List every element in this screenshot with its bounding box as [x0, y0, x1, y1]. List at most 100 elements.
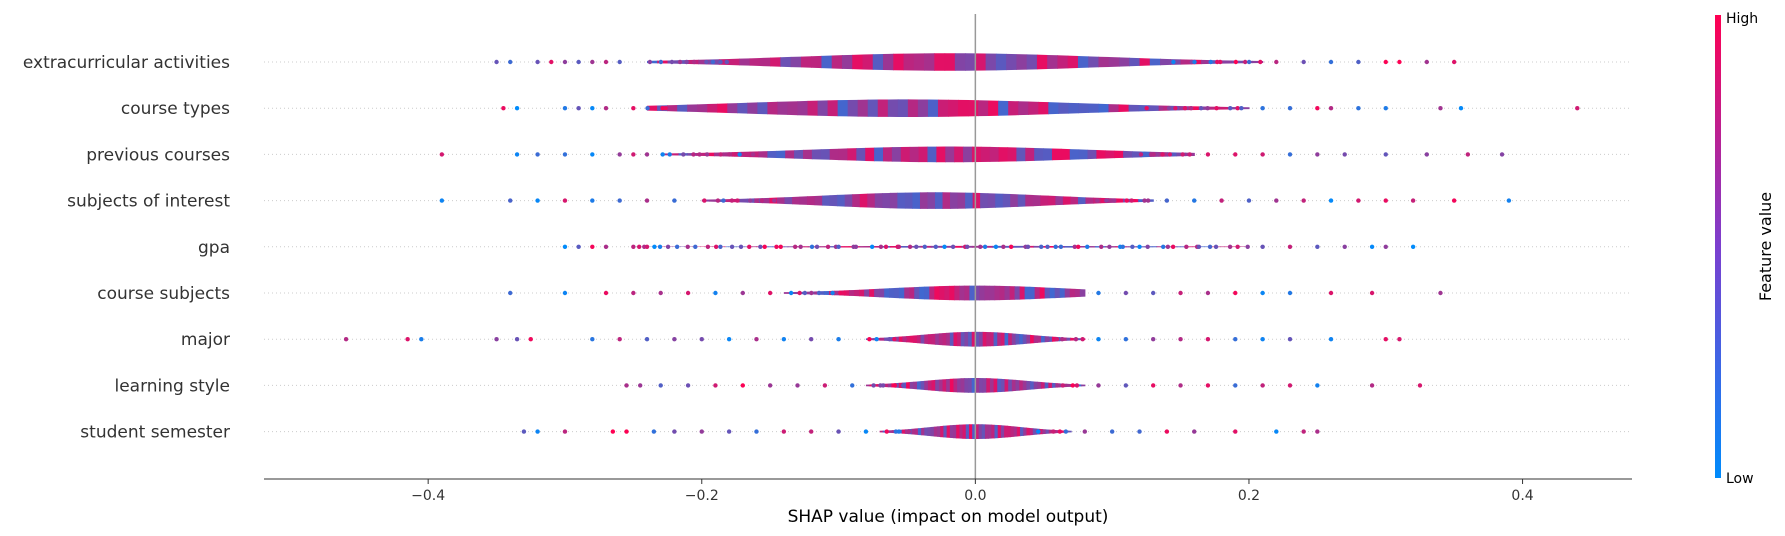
violin-segment: [1218, 106, 1230, 110]
data-point: [636, 244, 642, 249]
outlier-point: [638, 383, 643, 388]
outlier-point: [1451, 198, 1457, 203]
violin-segment: [1081, 384, 1086, 387]
violin-segment: [784, 196, 793, 205]
violin-segment: [994, 424, 999, 439]
data-point: [1144, 106, 1149, 111]
violin-segment: [1067, 430, 1072, 433]
violin-segment: [887, 99, 899, 117]
outlier-point: [419, 337, 424, 342]
violin-segment: [1039, 287, 1046, 299]
outlier-point: [1315, 244, 1320, 249]
data-point: [1242, 59, 1248, 65]
outlier-point: [1205, 290, 1211, 296]
violin-segment: [667, 104, 678, 112]
outlier-point: [685, 383, 691, 388]
outlier-point: [439, 152, 445, 157]
data-point: [657, 244, 663, 249]
violin-segment: [1037, 335, 1042, 343]
violin-segment: [968, 378, 973, 393]
data-point: [1205, 106, 1210, 111]
violin-segment: [993, 332, 998, 347]
violin-segment: [985, 53, 997, 71]
violin-segment: [1051, 382, 1057, 388]
violin-segment: [1019, 380, 1024, 391]
violin-segment: [997, 332, 1002, 346]
violin-segment: [854, 289, 860, 297]
violin-segment: [856, 147, 866, 161]
violin-segment: [777, 197, 786, 204]
violin-segment: [930, 426, 935, 437]
violin-segment: [1008, 100, 1019, 116]
data-point: [737, 152, 742, 157]
violin-segment: [971, 146, 982, 163]
violin-segment: [1078, 103, 1090, 114]
data-point: [809, 244, 815, 249]
violin-segment: [1033, 335, 1038, 344]
violin-segment: [877, 99, 889, 117]
violin-segment: [965, 192, 974, 209]
violin-segment: [758, 151, 769, 158]
data-point: [778, 244, 783, 249]
violin-segment: [849, 289, 855, 297]
violin-segment: [998, 147, 1009, 162]
violin-segment: [844, 194, 853, 207]
violin-segment: [893, 53, 905, 71]
outlier-point: [610, 429, 616, 434]
violin-segment: [783, 292, 790, 294]
data-point: [1080, 337, 1085, 342]
violin-segment: [1140, 151, 1151, 158]
data-point: [758, 244, 763, 249]
violin-segment: [986, 331, 991, 347]
outlier-point: [836, 429, 841, 434]
outlier-point: [590, 337, 595, 342]
data-point: [982, 244, 988, 249]
feature-label: course types: [121, 99, 230, 119]
violin-segment: [916, 381, 922, 390]
violin-segment: [739, 198, 748, 203]
data-point: [1184, 244, 1189, 249]
data-point: [1124, 198, 1129, 203]
violin-segment: [1007, 147, 1017, 162]
violin-segment: [761, 197, 771, 204]
outlier-point: [1123, 290, 1129, 296]
data-point: [691, 152, 696, 157]
violin-segment: [1049, 287, 1056, 299]
outlier-point: [1499, 152, 1505, 157]
violin-segment: [1064, 246, 1076, 248]
data-point: [892, 337, 897, 342]
violin-segment: [1030, 334, 1035, 344]
data-point: [718, 59, 723, 65]
violin-segment: [975, 331, 980, 347]
violin-segment: [1004, 332, 1009, 346]
data-point: [933, 244, 938, 249]
violin-segment: [1008, 379, 1013, 392]
violin-segment: [995, 53, 1007, 71]
outlier-point: [672, 337, 677, 342]
violin-segment: [982, 331, 987, 347]
violin-segment: [920, 334, 925, 344]
data-point: [727, 152, 732, 157]
violin-segment: [879, 430, 884, 433]
outlier-point: [631, 106, 636, 111]
data-point: [1160, 152, 1165, 157]
violin-segment: [1032, 194, 1041, 207]
violin-segment: [978, 100, 989, 117]
data-point: [1145, 198, 1151, 203]
outlier-point: [562, 198, 568, 203]
violin-segment: [1006, 53, 1017, 71]
data-point: [906, 429, 911, 434]
violin-segment: [739, 58, 751, 66]
violin-segment: [1069, 288, 1076, 298]
data-point: [896, 244, 902, 249]
data-point: [978, 244, 983, 249]
violin-segment: [939, 286, 945, 300]
violin-segment: [1016, 147, 1026, 162]
violin-segment: [821, 55, 833, 69]
data-point: [1055, 383, 1060, 388]
violin-segment: [944, 53, 956, 71]
data-point: [1198, 106, 1204, 111]
violin-segment: [811, 55, 823, 69]
outlier-point: [809, 337, 814, 342]
data-point: [1085, 244, 1090, 249]
